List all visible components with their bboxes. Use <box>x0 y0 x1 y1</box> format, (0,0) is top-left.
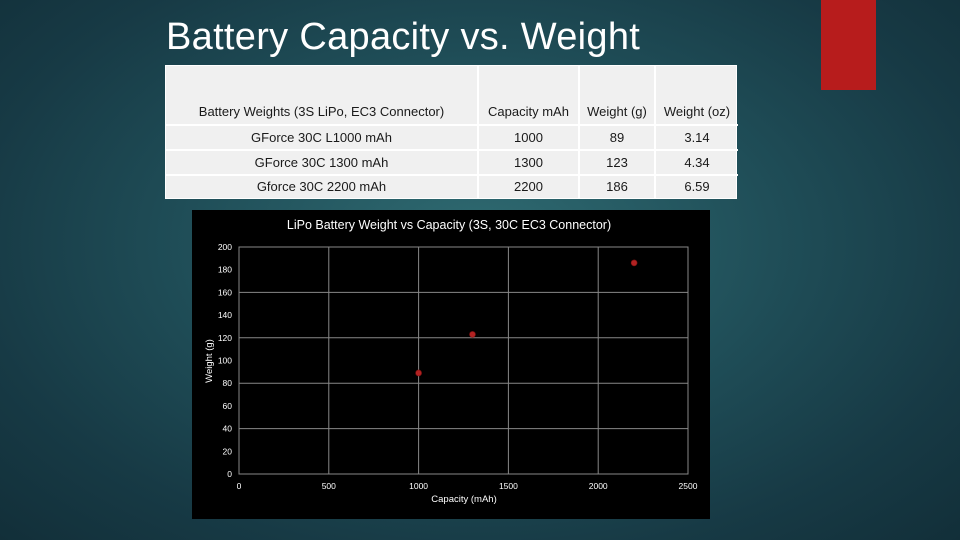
cell-weight-g: 123 <box>579 148 656 175</box>
x-tick-label: 1500 <box>499 481 518 491</box>
data-point <box>415 369 422 377</box>
cell-weight-g: 89 <box>579 124 656 150</box>
header-capacity: Capacity mAh <box>478 66 580 126</box>
x-tick-label: 500 <box>322 481 336 491</box>
chart-panel: LiPo Battery Weight vs Capacity (3S, 30C… <box>192 210 710 519</box>
y-axis-label: Weight (g) <box>204 339 215 383</box>
y-tick-label: 140 <box>218 310 232 320</box>
cell-weight-g: 186 <box>579 173 656 198</box>
y-tick-label: 0 <box>227 469 232 479</box>
cell-capacity: 1000 <box>478 124 580 150</box>
plot-area <box>238 246 689 475</box>
cell-capacity: 1300 <box>478 148 580 175</box>
y-tick-label: 40 <box>223 424 233 434</box>
cell-battery: Gforce 30C 2200 mAh <box>166 173 479 198</box>
header-weight-g: Weight (g) <box>579 66 656 126</box>
chart-title: LiPo Battery Weight vs Capacity (3S, 30C… <box>287 218 611 232</box>
table-row: GForce 30C 1300 mAh 1300 123 4.34 <box>166 148 738 175</box>
cell-battery: GForce 30C 1300 mAh <box>166 148 479 175</box>
data-table: Battery Weights (3S LiPo, EC3 Connector)… <box>166 66 738 198</box>
battery-table: Battery Weights (3S LiPo, EC3 Connector)… <box>165 65 738 199</box>
x-tick-label: 1000 <box>409 481 428 491</box>
x-tick-label: 2500 <box>679 481 698 491</box>
accent-bar <box>821 0 876 90</box>
scatter-chart: LiPo Battery Weight vs Capacity (3S, 30C… <box>204 218 698 505</box>
y-tick-label: 80 <box>223 378 233 388</box>
table-row: Gforce 30C 2200 mAh 2200 186 6.59 <box>166 173 738 198</box>
y-tick-label: 200 <box>218 242 232 252</box>
x-axis-label: Capacity (mAh) <box>431 494 496 505</box>
cell-weight-oz: 6.59 <box>655 173 738 198</box>
header-battery: Battery Weights (3S LiPo, EC3 Connector) <box>166 66 479 126</box>
cell-battery: GForce 30C L1000 mAh <box>166 124 479 150</box>
header-weight-oz: Weight (oz) <box>655 66 738 126</box>
table-header-row: Battery Weights (3S LiPo, EC3 Connector)… <box>166 66 738 126</box>
cell-weight-oz: 4.34 <box>655 148 738 175</box>
cell-weight-oz: 3.14 <box>655 124 738 150</box>
y-tick-label: 60 <box>223 401 233 411</box>
table-row: GForce 30C L1000 mAh 1000 89 3.14 <box>166 124 738 150</box>
y-tick-label: 100 <box>218 356 232 366</box>
y-tick-label: 20 <box>223 446 233 456</box>
y-tick-label: 180 <box>218 265 232 275</box>
y-tick-label: 160 <box>218 287 232 297</box>
x-tick-label: 2000 <box>589 481 608 491</box>
slide-title: Battery Capacity vs. Weight <box>166 16 641 58</box>
x-tick-label: 0 <box>237 481 242 491</box>
y-tick-label: 120 <box>218 333 232 343</box>
data-point <box>469 331 476 338</box>
data-point <box>630 259 638 267</box>
cell-capacity: 2200 <box>478 173 580 198</box>
